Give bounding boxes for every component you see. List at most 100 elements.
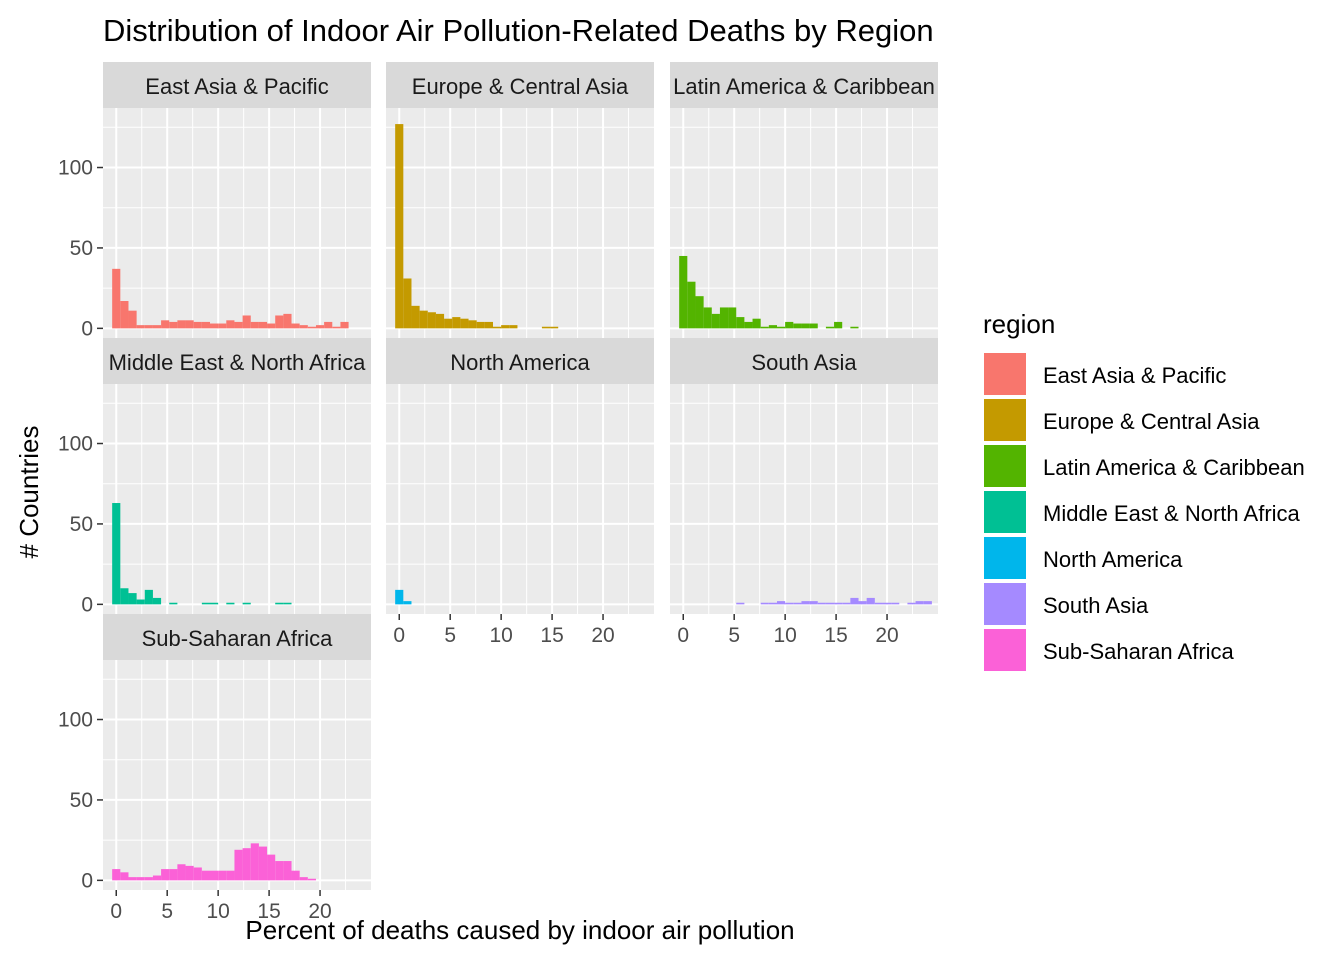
histogram-bar xyxy=(728,307,737,329)
histogram-bar xyxy=(283,861,292,881)
histogram-bar xyxy=(209,602,219,605)
histogram-bar xyxy=(267,854,276,881)
histogram-bar xyxy=(193,867,202,881)
facet-strip-label: North America xyxy=(450,350,590,375)
histogram-bar xyxy=(760,602,769,605)
y-tick-label: 50 xyxy=(70,789,93,812)
histogram-bar xyxy=(403,601,412,605)
histogram-bar xyxy=(112,503,121,605)
histogram-bar xyxy=(152,597,162,605)
histogram-bar xyxy=(736,602,745,605)
facet-strip-label: East Asia & Pacific xyxy=(145,74,328,99)
histogram-bar xyxy=(793,323,802,329)
x-tick-label: 0 xyxy=(393,624,405,647)
x-tick-label: 20 xyxy=(875,624,898,647)
histogram-bar xyxy=(144,325,153,329)
panel-background xyxy=(670,384,938,614)
histogram-bar xyxy=(283,313,292,329)
histogram-bar xyxy=(850,597,859,605)
histogram-bar xyxy=(242,315,251,329)
panel-background xyxy=(670,108,938,338)
histogram-bar xyxy=(501,325,510,329)
panel-background xyxy=(103,384,371,614)
y-tick-label: 0 xyxy=(81,869,93,892)
histogram-bar xyxy=(882,602,892,605)
histogram-bar xyxy=(169,869,178,881)
panel-background xyxy=(103,108,371,338)
y-tick-label: 100 xyxy=(58,433,93,456)
histogram-bar xyxy=(226,602,235,605)
histogram-bar xyxy=(258,321,268,329)
histogram-bar xyxy=(395,589,404,605)
legend-key xyxy=(984,445,1026,487)
facet-strip-europe-central-asia xyxy=(386,62,654,108)
histogram-bar xyxy=(711,313,720,329)
histogram-bar xyxy=(858,601,867,605)
y-tick-label: 50 xyxy=(70,237,93,260)
x-tick-label: 0 xyxy=(110,900,122,923)
histogram-bar xyxy=(136,877,145,881)
histogram-bar xyxy=(275,861,284,881)
histogram-bar xyxy=(144,589,153,605)
y-axis-title: # Countries xyxy=(14,426,44,559)
histogram-bar xyxy=(468,320,477,329)
histogram-bar xyxy=(136,325,145,329)
histogram-bar xyxy=(550,326,559,329)
legend: region East Asia & Pacific Europe & Centr… xyxy=(983,309,1305,671)
legend-label: Middle East & North Africa xyxy=(1043,501,1301,526)
histogram-bar xyxy=(201,602,210,605)
legend-key xyxy=(984,629,1026,671)
legend-key xyxy=(984,537,1026,579)
legend-label: South Asia xyxy=(1043,593,1149,618)
x-tick-label: 5 xyxy=(161,900,173,923)
histogram-bar xyxy=(169,321,178,329)
legend-label: East Asia & Pacific xyxy=(1043,363,1226,388)
histogram-bar xyxy=(801,601,810,605)
histogram-bar xyxy=(161,320,170,329)
histogram-bar xyxy=(736,317,745,329)
histogram-bar xyxy=(776,601,786,605)
legend-label: Sub-Saharan Africa xyxy=(1043,639,1235,664)
histogram-bar xyxy=(177,864,186,881)
legend-label: Europe & Central Asia xyxy=(1043,409,1260,434)
x-tick-label: 20 xyxy=(308,900,331,923)
histogram-bar xyxy=(793,602,802,605)
histogram-bar xyxy=(144,877,153,881)
histogram-bar xyxy=(744,321,753,329)
histogram-bar xyxy=(340,321,349,329)
histogram-bar xyxy=(825,326,835,329)
facet-strip-label: Middle East & North Africa xyxy=(109,350,367,375)
histogram-bar xyxy=(768,602,777,605)
histogram-bar xyxy=(834,602,843,605)
x-tick-label: 10 xyxy=(773,624,796,647)
histogram-bar xyxy=(120,301,129,329)
histogram-bar xyxy=(283,602,292,605)
y-tick-label: 0 xyxy=(81,317,93,340)
facet-strip-label: Europe & Central Asia xyxy=(412,74,629,99)
histogram-bar xyxy=(332,326,341,329)
histogram-bar xyxy=(484,321,493,329)
facet-strip-sub-saharan-africa xyxy=(103,614,371,660)
histogram-bar xyxy=(152,875,162,881)
histogram-bar xyxy=(768,325,777,329)
histogram-bar xyxy=(427,312,436,329)
facet-strip-south-asia xyxy=(670,338,938,384)
histogram-bar xyxy=(395,124,404,329)
histogram-bar xyxy=(112,869,121,881)
x-tick-label: 10 xyxy=(489,624,512,647)
x-tick-label: 20 xyxy=(591,624,614,647)
facet-strip-middle-east-north-africa xyxy=(103,338,371,384)
x-tick-label: 15 xyxy=(257,900,280,923)
histogram-bar xyxy=(250,843,259,881)
histogram-bar xyxy=(695,296,704,329)
histogram-bar xyxy=(476,321,485,329)
histogram-bar xyxy=(120,588,129,605)
histogram-bar xyxy=(128,593,137,605)
histogram-bar xyxy=(874,602,883,605)
histogram-bar xyxy=(218,870,227,881)
histogram-bar xyxy=(250,321,259,329)
histogram-bar xyxy=(299,325,308,329)
histogram-bar xyxy=(234,321,243,329)
y-tick-label: 50 xyxy=(70,513,93,536)
